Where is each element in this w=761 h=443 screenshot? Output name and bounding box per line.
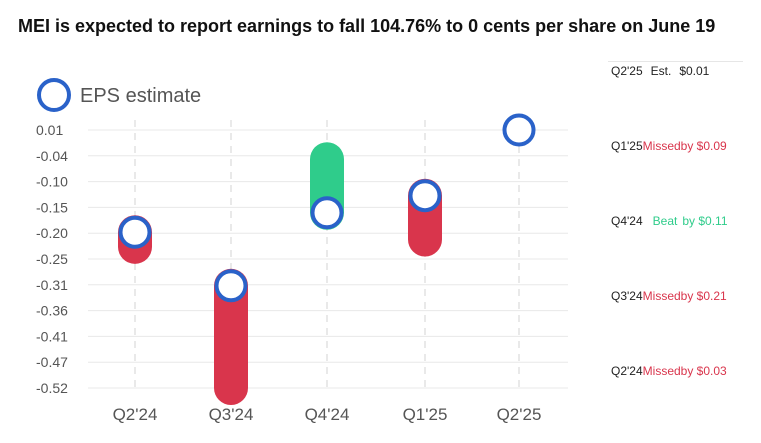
y-tick-label: -0.36 [36, 303, 68, 319]
y-tick-label: -0.20 [36, 225, 68, 241]
chart-title: MEI is expected to report earnings to fa… [18, 16, 716, 36]
eps-range-bar [214, 268, 248, 405]
earnings-row-amount: by $0.11 [682, 214, 728, 228]
earnings-row: Q1'25Missedby $0.09 [611, 139, 727, 153]
x-tick-label: Q1'25 [403, 405, 448, 424]
x-axis-ticks: Q2'24 Q3'24 Q4'24 Q1'25 Q2'25 [113, 405, 542, 424]
y-tick-label: -0.41 [36, 328, 68, 344]
earnings-row-status: Missed [642, 364, 681, 378]
earnings-row-status: Missed [642, 139, 681, 153]
earnings-row-status: Est. [650, 64, 672, 78]
y-tick-label: -0.25 [36, 251, 68, 267]
eps-estimate-marker [310, 196, 344, 230]
x-tick-label: Q2'24 [113, 405, 158, 424]
earnings-row: Q4'24 Beat by $0.11 [611, 214, 728, 228]
earnings-row-quarter: Q2'24 [611, 364, 643, 378]
eps-markers [118, 113, 536, 303]
earnings-row-amount: $0.01 [679, 64, 710, 78]
eps-chart: 0.01 -0.04 -0.10 -0.15 -0.20 -0.25 -0.31 -0.36 -… [36, 78, 568, 424]
legend-marker-icon [37, 78, 71, 112]
y-tick-label: -0.04 [36, 148, 68, 164]
earnings-row: Q3'24Missedby $0.21 [611, 289, 727, 303]
legend: EPS estimate [37, 78, 201, 112]
earnings-row-quarter: Q4'24 [611, 214, 643, 228]
y-tick-label: -0.52 [36, 380, 68, 396]
earnings-row-status: Beat [652, 214, 678, 228]
eps-estimate-marker [408, 179, 442, 213]
side-divider [608, 61, 743, 62]
earnings-history-list: Q2'25 Est. $0.01 Q1'25Missedby $0.09 Q4'24 Be… [598, 0, 761, 443]
earnings-row-amount: by $0.21 [680, 289, 727, 303]
y-tick-label: -0.15 [36, 199, 68, 215]
earnings-row-quarter: Q2'25 [611, 64, 643, 78]
y-tick-label: 0.01 [36, 122, 63, 138]
eps-estimate-marker [118, 215, 152, 249]
earnings-row-quarter: Q1'25 [611, 139, 643, 153]
earnings-row-amount: by $0.03 [680, 364, 727, 378]
y-tick-label: -0.47 [36, 354, 68, 370]
earnings-row-status: Missed [642, 289, 681, 303]
x-tick-label: Q4'24 [305, 405, 350, 424]
eps-estimate-marker [214, 269, 248, 303]
earnings-row-amount: by $0.09 [680, 139, 727, 153]
y-tick-label: -0.10 [36, 174, 68, 190]
x-tick-label: Q2'25 [497, 405, 542, 424]
earnings-row-quarter: Q3'24 [611, 289, 643, 303]
eps-estimate-marker [502, 113, 536, 147]
earnings-row: Q2'24Missedby $0.03 [611, 364, 727, 378]
legend-label: EPS estimate [80, 85, 201, 107]
x-tick-label: Q3'24 [209, 405, 254, 424]
y-tick-label: -0.31 [36, 277, 68, 293]
y-axis-ticks: 0.01 -0.04 -0.10 -0.15 -0.20 -0.25 -0.31 -0.36 -… [36, 122, 68, 396]
earnings-row: Q2'25 Est. $0.01 [611, 64, 709, 78]
